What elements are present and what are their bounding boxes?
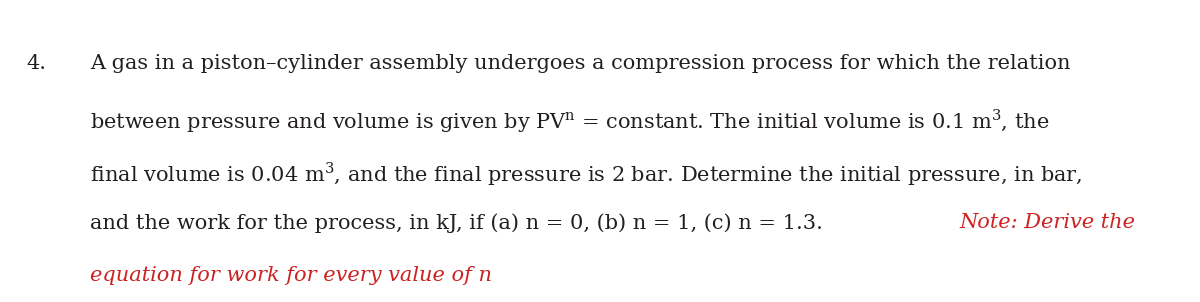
Text: Note: Derive the: Note: Derive the bbox=[959, 213, 1135, 232]
Text: A gas in a piston–cylinder assembly undergoes a compression process for which th: A gas in a piston–cylinder assembly unde… bbox=[90, 54, 1070, 73]
Text: 4.: 4. bbox=[26, 54, 47, 73]
Text: equation for work for every value of n: equation for work for every value of n bbox=[90, 266, 492, 285]
Text: between pressure and volume is given by PV$^\mathregular{n}$ = constant. The ini: between pressure and volume is given by … bbox=[90, 107, 1049, 135]
Text: and the work for the process, in kJ, if (a) n = 0, (b) n = 1, (c) n = 1.3.: and the work for the process, in kJ, if … bbox=[90, 213, 829, 233]
Text: final volume is 0.04 m$^\mathregular{3}$, and the final pressure is 2 bar. Deter: final volume is 0.04 m$^\mathregular{3}$… bbox=[90, 160, 1082, 188]
